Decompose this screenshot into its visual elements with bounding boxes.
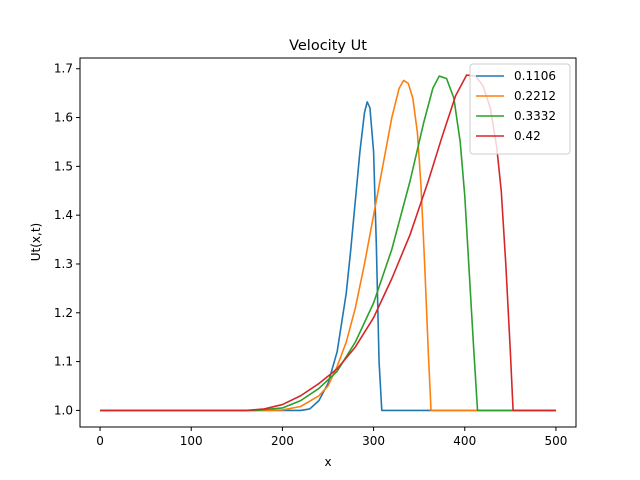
series-layer (100, 74, 556, 412)
series-line-2 (100, 75, 556, 412)
x-tick-label: 500 (544, 434, 567, 448)
legend-entry-label-0: 0.1106 (514, 69, 556, 83)
y-tick-label: 1.3 (54, 257, 73, 271)
x-tick-label: 300 (362, 434, 385, 448)
x-tick-label: 400 (453, 434, 476, 448)
series-line-3 (100, 74, 556, 412)
y-tick-label: 1.2 (54, 306, 73, 320)
series-line-1 (100, 79, 556, 412)
y-tick-label: 1.6 (54, 111, 73, 125)
plot-frame (79, 57, 577, 428)
legend: 0.1106 0.2212 0.3332 0.42 (469, 63, 571, 155)
y-tick-label: 1.7 (54, 62, 73, 76)
y-tick-label: 1.1 (54, 355, 73, 369)
x-tick-label: 200 (271, 434, 294, 448)
legend-entry-label-3: 0.42 (514, 129, 541, 143)
y-tick-label: 1.0 (54, 403, 73, 417)
legend-entry-label-1: 0.2212 (514, 89, 556, 103)
legend-entry-label-2: 0.3332 (514, 109, 556, 123)
series-line-0 (100, 101, 556, 412)
y-axis-label: Ut(x,t) (29, 223, 43, 261)
y-tick-label: 1.5 (54, 159, 73, 173)
legend-box (469, 63, 571, 155)
y-tick-label: 1.4 (54, 208, 73, 222)
x-axis-label: x (324, 455, 331, 469)
x-tick-label: 0 (96, 434, 104, 448)
chart-title: Velocity Ut (289, 38, 367, 54)
x-axis: 0 100 200 300 400 500 (96, 427, 567, 448)
x-tick-label: 100 (180, 434, 203, 448)
y-axis: 1.0 1.1 1.2 1.3 1.4 1.5 1.6 1.7 (54, 62, 80, 417)
